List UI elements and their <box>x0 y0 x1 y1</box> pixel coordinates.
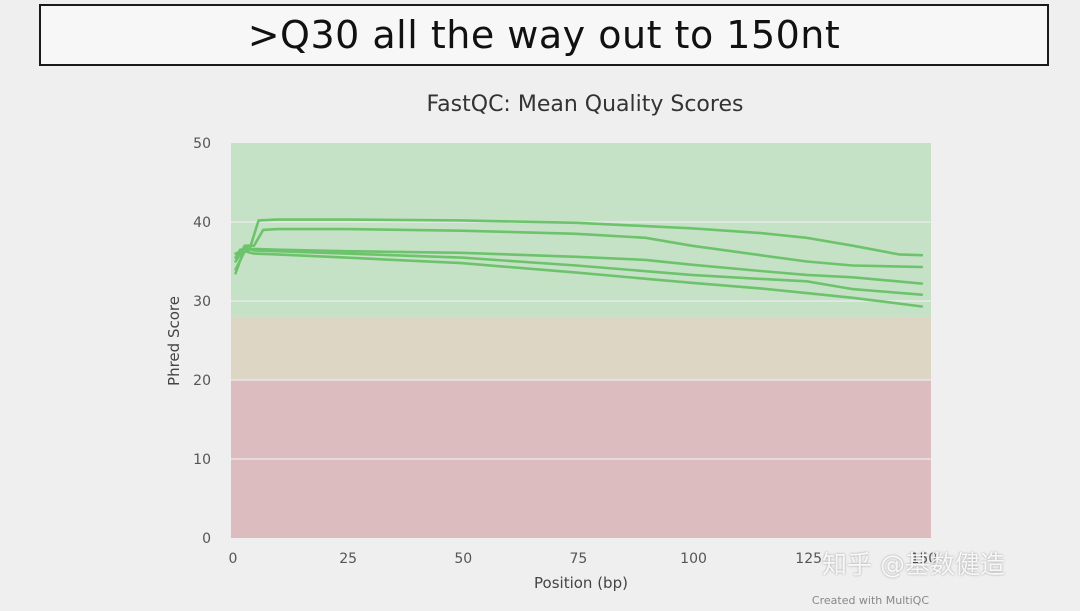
zone-warn <box>231 316 931 380</box>
x-tick-label: 0 <box>229 551 238 567</box>
series-line <box>234 246 924 296</box>
chart-title: FastQC: Mean Quality Scores <box>427 92 744 117</box>
series-line <box>234 247 924 285</box>
banner-text: >Q30 all the way out to 150nt <box>247 13 841 57</box>
series-line <box>234 227 924 269</box>
y-tick-label: 20 <box>193 373 211 389</box>
x-tick-labels: 0 25 50 75 100 125 150 <box>229 551 938 567</box>
x-tick-label: 100 <box>680 551 707 567</box>
series-lines <box>234 218 924 308</box>
series-line <box>234 249 924 308</box>
y-tick-label: 40 <box>193 215 211 231</box>
x-tick-label: 150 <box>910 551 937 567</box>
y-tick-label: 10 <box>193 452 211 468</box>
y-tick-label: 0 <box>202 531 211 547</box>
x-tick-label: 125 <box>795 551 822 567</box>
y-tick-label: 50 <box>193 136 211 152</box>
title-banner: >Q30 all the way out to 150nt <box>39 4 1049 66</box>
credit-text: Created with MultiQC <box>812 594 929 607</box>
y-tick-label: 30 <box>193 294 211 310</box>
watermark-text: 知乎 @基数健造 <box>822 550 1005 579</box>
quality-zones <box>231 143 931 538</box>
x-axis-label: Position (bp) <box>534 574 628 592</box>
x-tick-label: 25 <box>339 551 357 567</box>
x-tick-label: 75 <box>569 551 587 567</box>
y-tick-labels: 0 10 20 30 40 50 <box>193 136 211 547</box>
x-tick-label: 50 <box>454 551 472 567</box>
y-axis-label: Phred Score <box>165 296 183 386</box>
